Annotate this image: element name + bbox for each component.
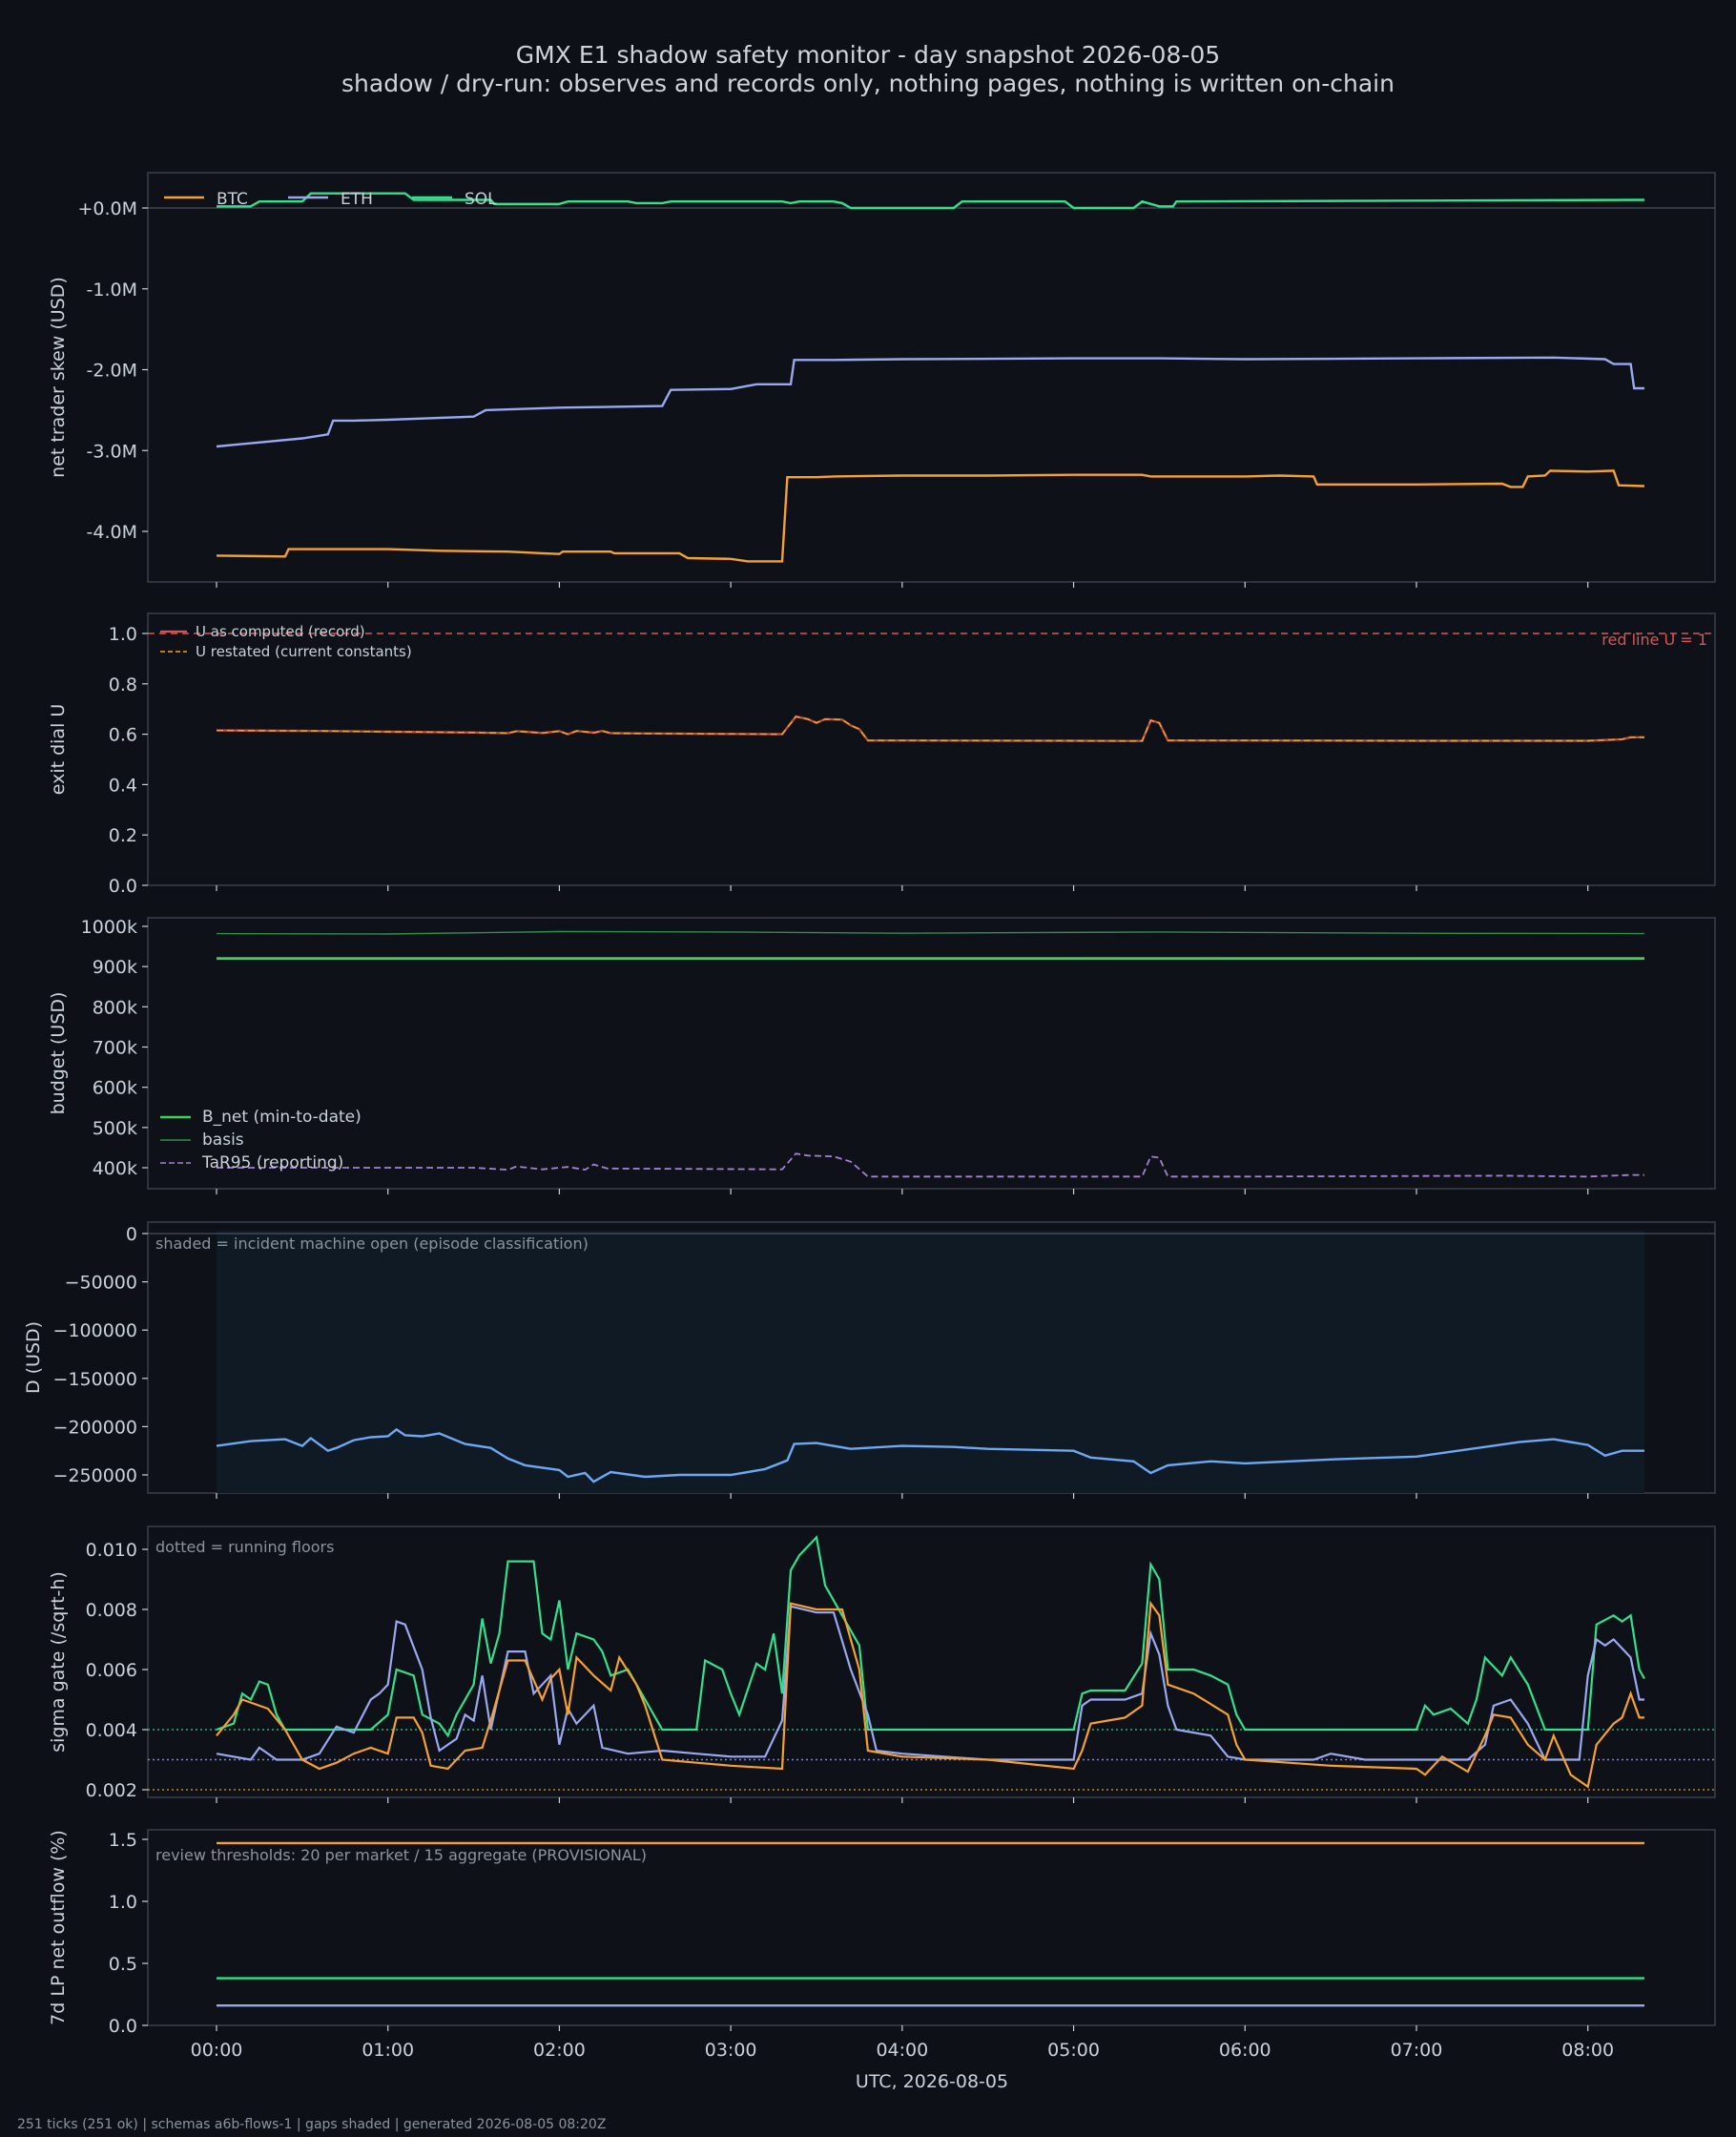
y-tick-label: 0.006 — [86, 1660, 137, 1681]
x-tick-label: 02:00 — [533, 2040, 586, 2061]
y-tick-label: 400k — [93, 1158, 137, 1179]
chart-subtitle: shadow / dry-run: observes and records o… — [341, 70, 1395, 97]
series-line-sol — [217, 192, 1645, 210]
panel-1: +0.0M -1.0M -2.0M -3.0M -4.0M net trader skew… — [48, 172, 1716, 588]
y-tick-label: 0.002 — [86, 1780, 137, 1801]
legend-label: BTC — [217, 190, 248, 209]
y-tick-label: -4.0M — [87, 522, 137, 543]
x-tick-label: 01:00 — [362, 2040, 414, 2061]
y-axis-label: exit dial U — [48, 704, 69, 796]
x-tick-label: 00:00 — [191, 2040, 243, 2061]
x-tick-label: 08:00 — [1561, 2040, 1614, 2061]
y-tick-label: 0.6 — [109, 725, 137, 746]
y-tick-label: 600k — [93, 1078, 137, 1099]
plot-area — [147, 172, 1716, 583]
y-tick-label: 700k — [93, 1038, 137, 1059]
legend-label: U as computed (record) — [196, 623, 365, 640]
y-tick-label: 0.004 — [86, 1720, 137, 1741]
chart-title: GMX E1 shadow safety monitor - day snaps… — [516, 41, 1220, 69]
series-line-sol — [216, 1535, 1645, 1738]
series-line-eth — [216, 1605, 1644, 1761]
y-axis-label: sigma gate (/sqrt-h) — [48, 1571, 69, 1753]
y-tick-label: −200000 — [53, 1417, 137, 1438]
panel-5: 0.010 0.008 0.006 0.004 0.002 sigma gate (/sq… — [48, 1525, 1716, 1803]
panel-4: 0 −50000 −100000 −150000 −200000 −250000 D (US… — [23, 1221, 1716, 1499]
y-tick-label: −250000 — [53, 1465, 137, 1486]
y-tick-label: 0.5 — [109, 1954, 137, 1975]
panel-6: 1.5 1.0 0.5 0.0 00:00 01:00 02:00 03:00 04:00 05:… — [48, 1829, 1716, 2061]
series-line-u-restated — [216, 716, 1644, 742]
plot-area — [147, 612, 1716, 886]
y-tick-label: 0.2 — [109, 825, 137, 846]
y-tick-label: 0.008 — [86, 1600, 137, 1621]
y-tick-label: +0.0M — [77, 198, 137, 219]
shade-note: shaded = incident machine open (episode … — [155, 1234, 589, 1253]
y-tick-label: 0.8 — [109, 674, 137, 695]
y-tick-label: 500k — [93, 1118, 137, 1139]
floors-note: dotted = running floors — [155, 1538, 334, 1556]
legend-label: ETH — [341, 190, 373, 209]
y-tick-label: -1.0M — [87, 280, 137, 301]
series-line-d — [216, 1427, 1644, 1483]
legend-label: U restated (current constants) — [196, 643, 412, 660]
x-tick-label: 03:00 — [705, 2040, 757, 2061]
series-line-btc — [216, 1600, 1644, 1789]
x-tick-label: 06:00 — [1219, 2040, 1271, 2061]
series-line-tar95 — [217, 1152, 1644, 1178]
y-tick-label: 1000k — [81, 917, 137, 938]
series-line-basis — [216, 930, 1645, 935]
plot-area — [147, 1525, 1716, 1798]
y-tick-label: 1.5 — [109, 1830, 137, 1851]
y-tick-label: 800k — [93, 997, 137, 1018]
plot-area — [147, 1829, 1716, 2026]
y-tick-label: 0.4 — [109, 775, 137, 796]
legend-label: basis — [202, 1131, 244, 1150]
footer-text: 251 ticks (251 ok) | schemas a6b-flows-1… — [17, 2117, 606, 2132]
series-line-eth — [216, 356, 1644, 448]
x-tick-label: 07:00 — [1391, 2040, 1443, 2061]
y-tick-label: 0.0 — [109, 876, 137, 897]
x-tick-label: 05:00 — [1047, 2040, 1100, 2061]
y-tick-label: −150000 — [53, 1369, 137, 1390]
y-tick-label: 1.0 — [109, 624, 137, 645]
panel-2: 1.0 0.8 0.6 0.4 0.2 0.0 exit dial U red line U … — [48, 612, 1716, 897]
y-tick-label: 1.0 — [109, 1892, 137, 1913]
threshold-note: review thresholds: 20 per market / 15 ag… — [155, 1846, 647, 1864]
plot-area — [147, 917, 1716, 1190]
legend-label: SOL — [465, 190, 497, 209]
y-tick-label: 900k — [93, 957, 137, 978]
y-tick-label: 0.010 — [86, 1540, 137, 1561]
y-axis-label: 7d LP net outflow (%) — [48, 1830, 69, 2025]
panel-3: 1000k 900k 800k 700k 600k 500k 400k budget (USD… — [48, 917, 1716, 1194]
y-axis-label: budget (USD) — [48, 992, 69, 1115]
y-tick-label: 0.0 — [109, 2016, 137, 2037]
y-tick-label: −100000 — [53, 1320, 137, 1341]
incident-shade — [217, 1231, 1644, 1493]
y-tick-label: −50000 — [65, 1273, 137, 1294]
y-tick-label: 0 — [126, 1224, 137, 1245]
panels-group: +0.0M -1.0M -2.0M -3.0M -4.0M net trader skew… — [23, 172, 1716, 2061]
red-line-label: red line U = 1 — [1602, 631, 1707, 649]
x-tick-label: 04:00 — [876, 2040, 928, 2061]
series-line-btc — [216, 469, 1645, 563]
legend-label: B_net (min-to-date) — [202, 1108, 362, 1127]
legend-label: TaR95 (reporting) — [201, 1153, 343, 1172]
y-tick-label: -3.0M — [87, 441, 137, 462]
y-axis-label: D (USD) — [23, 1321, 44, 1394]
x-axis-label: UTC, 2026-08-05 — [856, 2071, 1008, 2092]
y-axis-label: net trader skew (USD) — [48, 277, 69, 478]
y-tick-label: -2.0M — [87, 361, 137, 382]
